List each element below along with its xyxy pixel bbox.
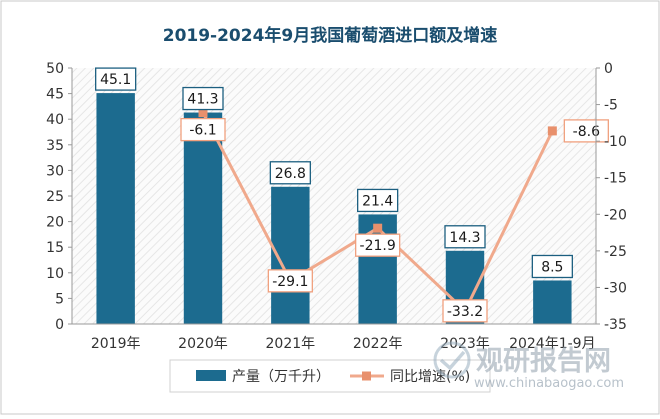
plot-area — [72, 68, 596, 324]
legend-bar-swatch — [196, 370, 226, 381]
x-tick-label: 2019年 — [91, 336, 141, 352]
bar-data-label-box — [95, 67, 137, 91]
line-data-label-box — [563, 119, 609, 143]
line-data-label-box — [355, 233, 401, 257]
y-right-tick-label: -20 — [604, 207, 627, 223]
y-left-tick-label: 25 — [46, 189, 64, 205]
line-data-label: -29.1 — [272, 274, 308, 290]
y-right-tick-label: -25 — [604, 244, 627, 260]
legend-line-marker — [362, 371, 371, 381]
y-left-tick-label: 5 — [55, 291, 64, 307]
watermark-text: 观研报告网 — [476, 346, 611, 377]
legend-bar-label: 产量（万千升） — [232, 369, 330, 385]
y-left-tick-label: 0 — [55, 317, 64, 333]
y-left-tick-label: 35 — [46, 138, 64, 154]
bar-data-label-box — [269, 161, 311, 185]
line-data-label-box — [267, 269, 313, 293]
x-tick-label: 2023年 — [440, 336, 490, 352]
bar-data-label-box — [182, 86, 224, 111]
x-tick-label: 2021年 — [266, 336, 316, 352]
line-point-marker — [373, 223, 383, 233]
line-data-label-box — [442, 299, 488, 323]
y-left-tick-label: 15 — [46, 240, 64, 256]
bar-data-label: 41.3 — [187, 92, 218, 108]
chart-title: 2019-2024年9月我国葡萄酒进口额及增速 — [163, 25, 498, 46]
bar-data-label-box — [357, 188, 399, 213]
bar-data-label-box — [531, 254, 573, 279]
watermark-url: www.chinabaogao.com — [474, 376, 624, 391]
bar-data-label: 45.1 — [100, 72, 131, 88]
bar — [183, 112, 223, 324]
y-left-tick-label: 50 — [46, 61, 64, 77]
bar-data-label-box — [444, 225, 486, 249]
line-data-label: -21.9 — [360, 238, 396, 254]
y-right-tick-label: -35 — [604, 317, 627, 333]
y-left-tick-label: 45 — [46, 87, 64, 103]
y-right-tick-label: -30 — [604, 280, 627, 296]
bar-data-label: 26.8 — [275, 166, 306, 182]
line-data-label: -8.6 — [573, 124, 600, 140]
bar-data-label: 8.5 — [541, 259, 563, 275]
y-right-tick-label: -15 — [604, 171, 627, 187]
bar — [96, 93, 135, 324]
y-right-tick-label: -5 — [604, 98, 618, 114]
y-left-tick-label: 10 — [46, 266, 64, 282]
y-right-tick-label: -10 — [604, 134, 627, 150]
x-tick-label: 2024年1-9月 — [509, 336, 596, 352]
line-data-label: -6.1 — [189, 123, 216, 139]
watermark-logo — [433, 341, 471, 379]
legend-line-label: 同比增速(%) — [390, 369, 470, 385]
line-data-label: -33.2 — [447, 304, 483, 320]
bar-data-label: 21.4 — [362, 193, 393, 209]
watermark-logo-check — [439, 350, 466, 371]
line-point-marker — [547, 126, 557, 136]
y-left-tick-label: 20 — [46, 215, 64, 231]
x-tick-label: 2020年 — [178, 336, 228, 352]
line-data-label-box — [180, 117, 226, 142]
bar — [533, 280, 572, 324]
watermark-logo-ring — [433, 341, 471, 379]
bar-data-label: 14.3 — [449, 230, 480, 246]
x-tick-label: 2022年 — [353, 336, 403, 352]
line-point-marker — [198, 108, 208, 118]
y-right-tick-label: 0 — [604, 61, 613, 77]
y-left-tick-label: 40 — [46, 112, 64, 128]
y-left-tick-label: 30 — [46, 163, 64, 179]
bar — [358, 214, 397, 324]
